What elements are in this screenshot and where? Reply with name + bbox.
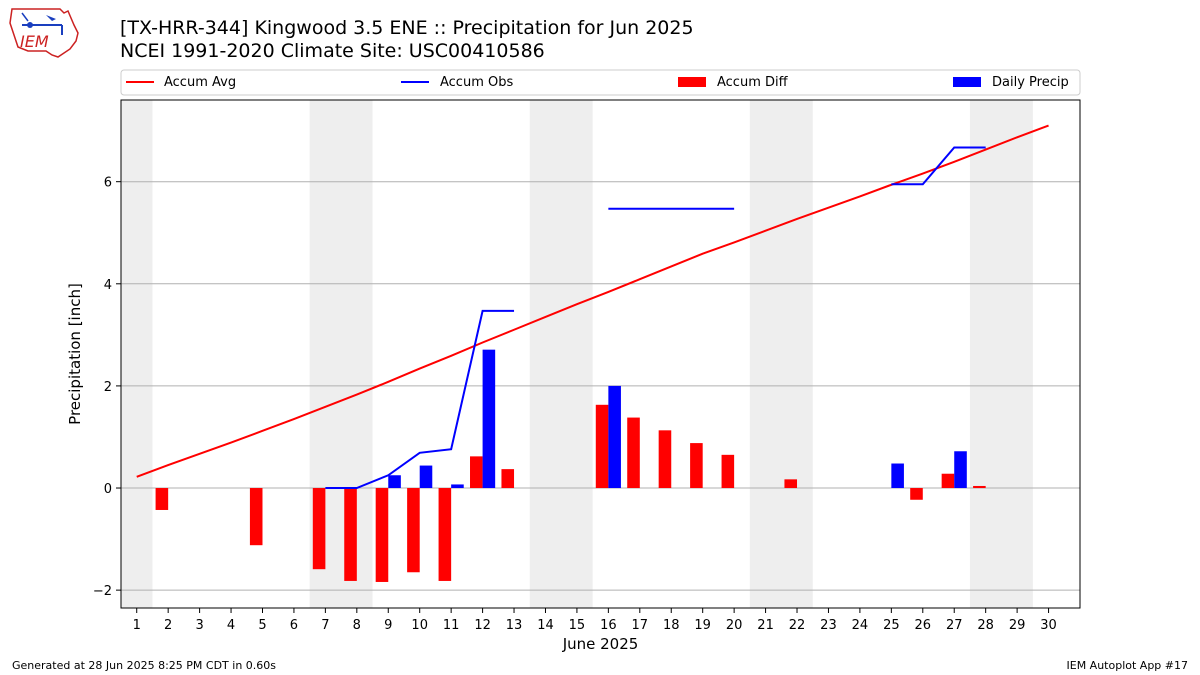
x-tick-label: 11 — [443, 618, 460, 633]
legend-label: Daily Precip — [992, 75, 1069, 90]
accum-diff-bar — [658, 430, 672, 489]
weekend-band — [529, 100, 593, 608]
bars — [155, 349, 986, 582]
accum-diff-bar — [910, 488, 923, 500]
legend-box — [120, 69, 1081, 96]
y-axis-label: Precipitation [inch] — [66, 283, 84, 425]
iem-logo: IEM — [9, 8, 79, 58]
x-tick-label: 17 — [632, 618, 649, 633]
x-tick-label: 5 — [258, 618, 266, 633]
y-tick-label: −2 — [93, 584, 112, 599]
weekend-band — [121, 100, 153, 608]
x-tick-label: 16 — [600, 618, 617, 633]
y-axis-ticks: −2 0 2 4 6 — [93, 176, 121, 599]
legend-label: Accum Obs — [440, 75, 513, 90]
accum-diff-bar — [501, 469, 515, 489]
y-tick-label: 0 — [104, 482, 112, 497]
accum-diff-bar — [690, 443, 703, 489]
x-tick-label: 10 — [411, 618, 428, 633]
x-tick-label: 13 — [506, 618, 523, 633]
daily-precip-bar — [482, 349, 496, 489]
x-tick-label: 15 — [569, 618, 586, 633]
accum-obs-line — [891, 146, 986, 186]
x-tick-label: 2 — [164, 618, 172, 633]
y-tick-label: 6 — [104, 176, 112, 191]
accum-diff-bar — [438, 488, 452, 581]
accum-diff-bar — [627, 417, 640, 489]
generated-note: Generated at 28 Jun 2025 8:25 PM CDT in … — [12, 659, 277, 672]
accum-avg-line — [136, 124, 1049, 478]
chart-subtitle: NCEI 1991-2020 Climate Site: USC00410586 — [120, 40, 545, 62]
x-tick-label: 19 — [694, 618, 711, 633]
accum-diff-bar — [344, 488, 357, 581]
y-tick-label: 2 — [104, 380, 112, 395]
accum-diff-bar — [973, 485, 986, 489]
x-tick-label: 14 — [537, 618, 554, 633]
accum-diff-bar — [375, 488, 389, 582]
x-tick-label: 18 — [663, 618, 680, 633]
accum-diff-bar — [941, 473, 955, 489]
plot-frame — [120, 99, 1081, 609]
x-tick-label: 29 — [1009, 618, 1026, 633]
legend-swatch — [953, 77, 981, 87]
x-tick-label: 23 — [820, 618, 837, 633]
daily-precip-bar — [419, 465, 433, 489]
x-tick-label: 20 — [726, 618, 743, 633]
weekend-band — [969, 100, 1033, 608]
x-tick-label: 8 — [353, 618, 361, 633]
x-tick-label: 25 — [883, 618, 900, 633]
series-lines — [136, 124, 1049, 490]
legend-label: Accum Diff — [717, 75, 789, 90]
grid-lines — [121, 181, 1080, 591]
weekend-band — [749, 100, 813, 608]
x-tick-label: 9 — [384, 618, 392, 633]
accum-diff-bar — [470, 456, 483, 489]
x-tick-label: 30 — [1040, 618, 1057, 633]
accum-diff-bar — [312, 488, 326, 570]
x-tick-label: 28 — [977, 618, 994, 633]
daily-precip-bar — [608, 385, 621, 489]
daily-precip-bar — [891, 463, 904, 489]
app-note: IEM Autoplot App #17 — [1066, 659, 1189, 672]
x-tick-label: 22 — [789, 618, 806, 633]
x-tick-label: 4 — [227, 618, 235, 633]
legend-label: Accum Avg — [164, 75, 236, 90]
y-tick-label: 4 — [104, 278, 112, 293]
accum-diff-bar — [721, 454, 735, 489]
x-tick-label: 7 — [321, 618, 329, 633]
x-axis-label: June 2025 — [562, 635, 639, 653]
x-axis-ticks: 1 2 3 4 5 6 7 8 9 10 11 12 13 14 15 16 17 18 19 20 21 22 23 24 2… — [133, 608, 1057, 633]
daily-precip-bar — [954, 451, 967, 489]
accum-diff-bar — [407, 488, 420, 573]
accum-diff-bar — [595, 404, 609, 489]
accum-diff-bar — [249, 488, 263, 546]
x-tick-label: 1 — [133, 618, 141, 633]
chart-title: [TX-HRR-344] Kingwood 3.5 ENE :: Precipi… — [120, 17, 694, 39]
x-tick-label: 26 — [915, 618, 932, 633]
accum-obs-line — [325, 309, 515, 490]
accum-diff-bar — [155, 488, 169, 510]
x-tick-label: 27 — [946, 618, 963, 633]
accum-diff-bar — [784, 479, 798, 489]
x-tick-label: 21 — [757, 618, 774, 633]
logo-text: IEM — [20, 32, 49, 51]
x-tick-label: 6 — [290, 618, 298, 633]
legend-swatch — [678, 77, 706, 87]
daily-precip-bar — [451, 484, 464, 489]
x-tick-label: 24 — [852, 618, 869, 633]
daily-precip-bar — [388, 475, 401, 489]
weekend-bands — [121, 100, 1033, 608]
x-tick-label: 12 — [474, 618, 491, 633]
x-tick-label: 3 — [195, 618, 203, 633]
legend: Accum Avg Accum Obs Accum Diff Daily Precip — [120, 69, 1081, 96]
